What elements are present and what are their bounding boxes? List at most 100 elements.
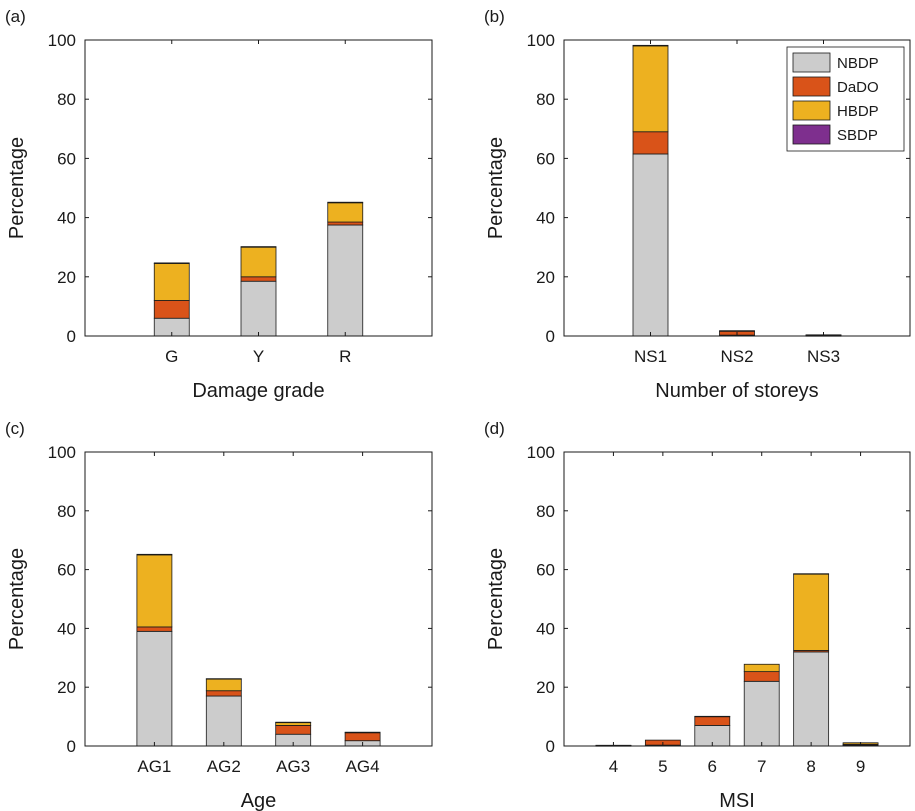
- panel-a-bar-dado-y: [240, 276, 277, 282]
- panel-a-bar-sbdp-y: [240, 246, 277, 248]
- panel-c-bar-nbdp-ag1: [136, 630, 173, 747]
- panel-d-ytick-label: 20: [536, 678, 555, 697]
- panel-a-bar-sbdp-r: [327, 201, 364, 204]
- panel-a-bar-hbdp-g: [153, 263, 190, 301]
- panel-a-label: (a): [5, 7, 26, 26]
- panel-d-bar-hbdp-7: [743, 663, 780, 673]
- panel-b-ytick-label: 20: [536, 268, 555, 287]
- legend-swatch-dado: [792, 76, 831, 97]
- panel-c-xlabel: Age: [241, 790, 277, 811]
- panel-a-bar-sbdp-g: [153, 262, 190, 264]
- legend-swatch-sbdp: [792, 124, 831, 145]
- panel-c-ylabel: Percentage: [6, 548, 28, 650]
- panel-b-axes-frame: [563, 39, 911, 337]
- panel-d-xtick-label: 8: [806, 757, 815, 776]
- panel-a-xtick-label: G: [165, 347, 178, 366]
- panel-d-xtick-label: 9: [856, 757, 865, 776]
- panel-d-bar-sbdp-8: [793, 573, 830, 575]
- panel-b-ylabel: Percentage: [485, 137, 507, 239]
- panel-c-ytick-label: 0: [67, 737, 76, 756]
- panel-a-bar-nbdp-y: [240, 280, 277, 337]
- panel-c-ytick-label: 100: [48, 443, 76, 462]
- panel-c: AG1 AG2 AG3 AG4 0 20 40 60 80 100 Age Percentage (c): [5, 419, 433, 811]
- panel-d-xtick-label: 5: [658, 757, 667, 776]
- panel-b-bar-hbdp-ns1: [632, 45, 669, 133]
- panel-b-ytick-label: 80: [536, 90, 555, 109]
- panel-c-bar-hbdp-ag2: [205, 678, 242, 692]
- panel-b-label: (b): [484, 7, 505, 26]
- panel-d-xtick-label: 7: [757, 757, 766, 776]
- legend-label-nbdp: NBDP: [837, 55, 879, 72]
- legend-swatch-hbdp: [792, 100, 831, 121]
- panel-b-xtick-label: NS1: [634, 347, 667, 366]
- panel-c-bar-sbdp-ag1: [136, 553, 173, 556]
- panel-a-ytick-label: 100: [48, 31, 76, 50]
- panel-a: G Y R 0 20 40 60 80 100 Damage grade Percentage (a): [5, 7, 433, 402]
- panel-c-bar-dado-ag3: [275, 725, 312, 735]
- panel-b-xtick-label: NS3: [807, 347, 840, 366]
- panel-a-bar-nbdp-r: [327, 224, 364, 337]
- panel-c-xtick-label: AG3: [276, 757, 310, 776]
- panel-c-xtick-label: AG4: [346, 757, 380, 776]
- panel-d-xtick-label: 4: [609, 757, 618, 776]
- panel-c-ytick-label: 80: [57, 502, 76, 521]
- panel-b-bar-hbdp-ns2: [719, 330, 755, 332]
- panel-d-bar-nbdp-8: [793, 651, 830, 747]
- panel-b-xlabel: Number of storeys: [655, 380, 818, 402]
- panel-a-bar-dado-g: [153, 300, 190, 319]
- panel-b-ytick-label: 100: [527, 31, 555, 50]
- panel-a-xtick-label: Y: [253, 347, 264, 366]
- panel-d-axes-frame: [563, 451, 911, 747]
- panel-d-ytick-label: 40: [536, 619, 555, 638]
- panel-b: NS1 NS2 NS3 0 20 40 60 80 100 Number of storeys Pe…: [484, 7, 911, 402]
- legend-label-sbdp: SBDP: [837, 127, 878, 144]
- panel-c-ytick-label: 60: [57, 561, 76, 580]
- panel-d-ytick-label: 60: [536, 561, 555, 580]
- panel-d-xlabel: MSI: [719, 790, 755, 811]
- panel-a-xtick-label: R: [339, 347, 351, 366]
- panel-a-bar-hbdp-y: [240, 246, 277, 278]
- panel-a-bar-hbdp-r: [327, 202, 364, 223]
- panel-d-bar-nbdp-7: [743, 680, 780, 747]
- panel-a-ytick-label: 0: [67, 327, 76, 346]
- panel-b-ytick-label: 40: [536, 209, 555, 228]
- legend-label-dado: DaDO: [837, 79, 879, 96]
- panel-d-bar-hbdp-8: [793, 573, 830, 651]
- panel-c-bar-sbdp-ag2: [205, 678, 242, 680]
- panel-b-ytick-label: 0: [546, 327, 555, 346]
- panel-a-ytick-label: 80: [57, 90, 76, 109]
- panel-c-bar-dado-ag4: [344, 732, 381, 742]
- panel-c-axes-frame: [84, 451, 433, 747]
- panel-c-bar-sbdp-ag3: [275, 721, 312, 724]
- legend-label-hbdp: HBDP: [837, 103, 879, 120]
- legend: NBDP DaDO HBDP SBDP: [786, 46, 905, 152]
- panel-b-xtick-label: NS2: [720, 347, 753, 366]
- panel-c-bar-hbdp-ag4: [344, 731, 381, 734]
- panel-c-ytick-label: 40: [57, 619, 76, 638]
- panel-d-ytick-label: 0: [546, 737, 555, 756]
- panel-d-label: (d): [484, 419, 505, 438]
- panel-b-bar-sbdp-ns1: [632, 44, 669, 47]
- panel-c-bar-dado-ag2: [205, 690, 242, 697]
- panel-d-ytick-label: 80: [536, 502, 555, 521]
- panel-c-bar-dado-ag1: [136, 626, 173, 632]
- panel-d-ytick-label: 100: [527, 443, 555, 462]
- panel-a-bar-dado-r: [327, 221, 364, 226]
- panel-c-xtick-label: AG2: [207, 757, 241, 776]
- panel-b-bar-dado-ns1: [632, 131, 669, 155]
- panel-a-ytick-label: 60: [57, 149, 76, 168]
- panel-d-bar-dado-6: [694, 716, 731, 726]
- panel-a-xlabel: Damage grade: [192, 380, 324, 402]
- panel-c-bar-hbdp-ag1: [136, 554, 173, 628]
- panel-b-ytick-label: 60: [536, 149, 555, 168]
- panel-a-ytick-label: 20: [57, 268, 76, 287]
- panel-c-xtick-label: AG1: [137, 757, 171, 776]
- panel-a-ylabel: Percentage: [6, 137, 28, 239]
- panel-d-bar-dado-7: [743, 671, 780, 682]
- panel-c-bar-nbdp-ag2: [205, 695, 242, 747]
- legend-swatch-nbdp: [792, 52, 831, 73]
- panel-c-label: (c): [5, 419, 25, 438]
- panel-a-ytick-label: 40: [57, 209, 76, 228]
- panel-a-axes-frame: [84, 39, 433, 337]
- panel-d-ylabel: Percentage: [485, 548, 507, 650]
